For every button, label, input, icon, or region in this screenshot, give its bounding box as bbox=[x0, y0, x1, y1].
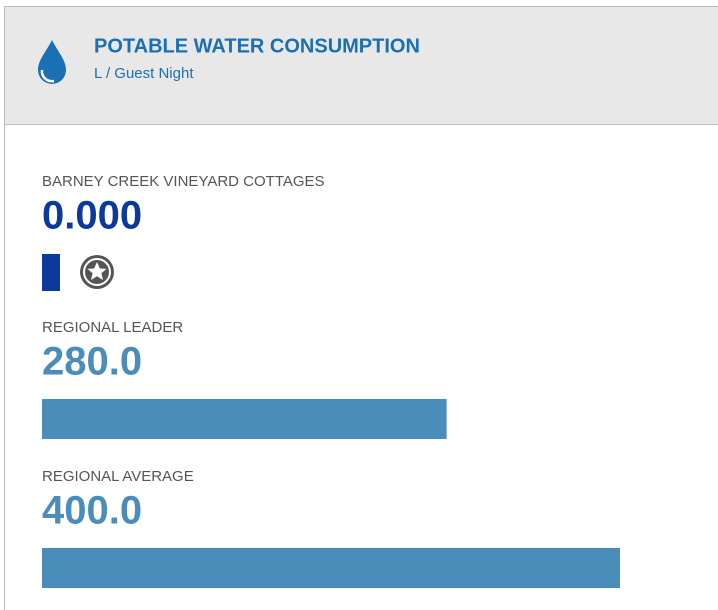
water-drop-icon bbox=[38, 40, 66, 84]
category-label: REGIONAL LEADER bbox=[42, 319, 183, 336]
subtitle: L / Guest Night bbox=[94, 65, 194, 82]
bar bbox=[42, 548, 620, 588]
value-label: 280.0 bbox=[42, 340, 142, 384]
star-badge bbox=[80, 255, 114, 289]
category-label: REGIONAL AVERAGE bbox=[42, 468, 194, 485]
title: POTABLE WATER CONSUMPTION bbox=[94, 35, 420, 57]
indicator bbox=[42, 254, 60, 291]
bar bbox=[42, 399, 447, 439]
drop-highlight bbox=[40, 69, 55, 83]
category-label: BARNEY CREEK VINEYARD COTTAGES bbox=[42, 173, 325, 190]
value-label: 400.0 bbox=[42, 489, 142, 533]
header bbox=[5, 7, 718, 124]
value-label: 0.000 bbox=[42, 194, 142, 238]
